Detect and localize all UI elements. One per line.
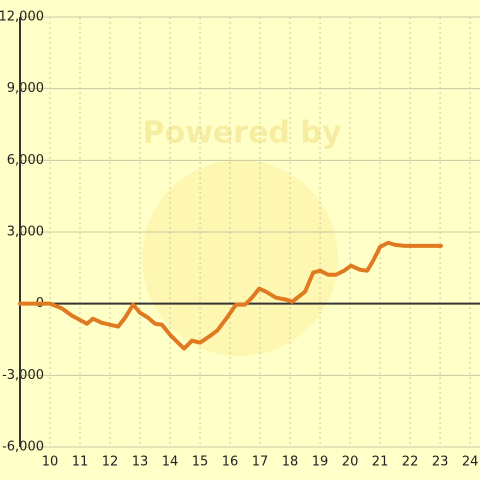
y-tick-label: 12,000 xyxy=(0,10,44,25)
x-tick-label: 18 xyxy=(282,455,299,470)
x-tick-label: 21 xyxy=(372,455,389,470)
x-tick-label: 24 xyxy=(462,455,479,470)
x-tick-label: 11 xyxy=(72,455,89,470)
data-line xyxy=(18,240,443,351)
x-tick-label: 12 xyxy=(102,455,119,470)
x-tick-label: 14 xyxy=(162,455,179,470)
y-tick-label: 6,000 xyxy=(7,153,44,168)
y-tick-label: -3,000 xyxy=(2,368,44,383)
y-tick-label: 9,000 xyxy=(7,81,44,96)
y-tick-label: 3,000 xyxy=(7,225,44,240)
x-tick-label: 16 xyxy=(222,455,239,470)
watermark: Powered by xyxy=(143,116,342,151)
x-tick-label: 23 xyxy=(432,455,449,470)
watermark-logo xyxy=(142,160,338,356)
x-tick-label: 17 xyxy=(252,455,269,470)
x-tick-label: 20 xyxy=(342,455,359,470)
x-tick-label: 22 xyxy=(402,455,419,470)
x-tick-label: 19 xyxy=(312,455,329,470)
y-tick-label: -6,000 xyxy=(2,440,44,455)
x-tick-label: 13 xyxy=(132,455,149,470)
x-tick-label: 15 xyxy=(192,455,209,470)
x-tick-label: 10 xyxy=(42,455,59,470)
